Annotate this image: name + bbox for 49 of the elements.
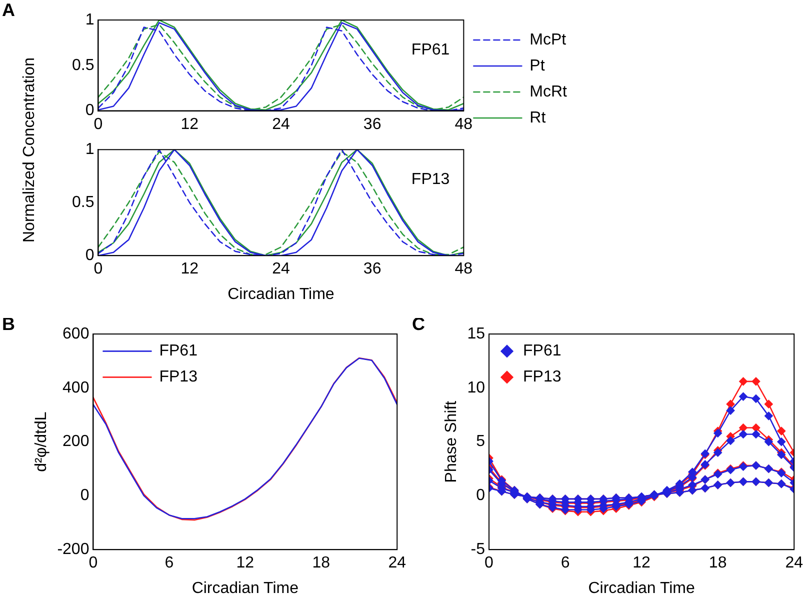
y-axis-title: d²φ/dtdL: [33, 412, 50, 472]
x-tick-label: 12: [632, 554, 651, 572]
y-tick-label: 400: [62, 379, 90, 396]
x-axis-title: Circadian Time: [228, 286, 334, 303]
y-axis-title: Phase Shift: [443, 400, 460, 483]
y-tick-label: 0.5: [72, 56, 94, 74]
x-tick-label: 24: [388, 554, 406, 572]
x-tick-label: 48: [454, 116, 473, 133]
legend-label: FP61: [522, 342, 562, 360]
y-tick-label: 1: [85, 11, 94, 28]
y-tick-label: 0: [85, 102, 94, 120]
x-tick-label: 12: [236, 554, 254, 572]
y-tick-label: 0: [476, 487, 486, 504]
y-tick-label: 600: [62, 325, 90, 342]
x-tick-label: 6: [560, 554, 570, 572]
text: FP61: [411, 41, 450, 58]
x-tick-label: 18: [312, 554, 330, 572]
x-tick-label: 24: [272, 116, 290, 133]
x-tick-label: 12: [180, 116, 199, 133]
y-tick-label: 0: [80, 487, 90, 504]
x-tick-label: 36: [363, 260, 382, 278]
y-axis-title: Normalized Concentration: [21, 58, 39, 242]
legend-label: FP13: [522, 368, 562, 386]
x-tick-label: 12: [180, 260, 199, 278]
x-tick-label: 36: [363, 116, 382, 133]
y-tick-label: 0.5: [72, 194, 94, 212]
x-tick-label: 24: [272, 260, 290, 278]
y-tick-label: 0: [85, 247, 94, 264]
legend-label: McRt: [530, 83, 568, 100]
x-tick-label: 6: [164, 554, 174, 572]
x-axis-title: Circadian Time: [588, 580, 695, 597]
x-tick-label: 18: [708, 554, 727, 572]
legend-label: FP61: [159, 342, 198, 360]
y-tick-label: -5: [470, 541, 486, 558]
y-tick-label: 15: [467, 325, 486, 342]
x-tick-label: 24: [785, 554, 804, 572]
text: FP13: [411, 171, 450, 188]
x-tick-label: 48: [454, 260, 473, 278]
text: A: [2, 0, 15, 20]
legend-label: McPt: [530, 31, 567, 48]
x-axis-title: Circadian Time: [192, 580, 299, 597]
legend-label: Rt: [530, 109, 546, 126]
legend-label: FP13: [159, 368, 198, 386]
y-tick-label: 5: [476, 433, 486, 450]
y-tick-label: 200: [62, 433, 90, 450]
y-tick-label: 1: [85, 141, 94, 158]
legend-label: Pt: [530, 57, 546, 74]
y-tick-label: -200: [57, 541, 90, 558]
y-tick-label: 10: [467, 379, 486, 396]
